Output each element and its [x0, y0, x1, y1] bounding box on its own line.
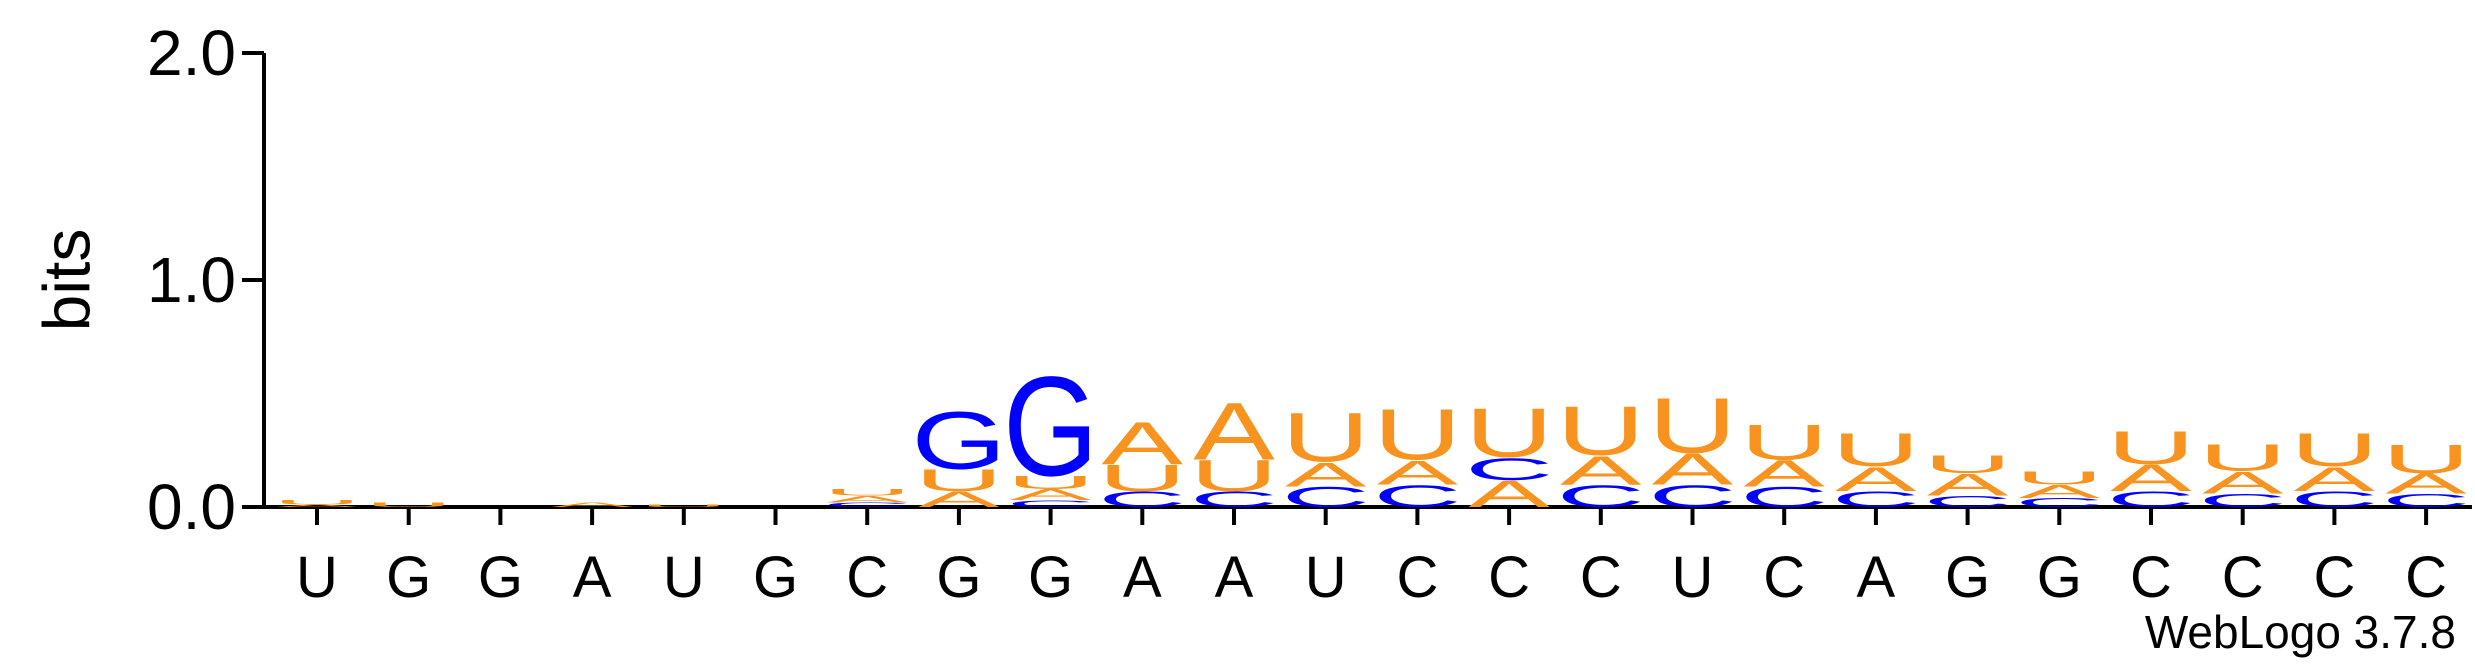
- logo-letter: U: [823, 487, 911, 497]
- x-tick-label: G: [386, 545, 431, 610]
- logo-letter: U: [2107, 421, 2195, 474]
- x-tick-label: G: [2037, 545, 2082, 610]
- logo-letter: A: [1560, 447, 1642, 493]
- logo-letter: A: [2294, 460, 2376, 499]
- logo-letter: C: [1190, 487, 1278, 512]
- x-tick-label: U: [663, 545, 705, 610]
- x-tick-label: U: [1672, 545, 1714, 610]
- logo-letter: A: [1193, 386, 1275, 477]
- logo-letter: A: [1927, 467, 2009, 502]
- logo-letter: C: [1648, 478, 1736, 513]
- logo-letter: A: [1377, 453, 1459, 492]
- logo-letter: U: [1465, 395, 1553, 472]
- logo-letter: U: [1098, 457, 1186, 499]
- logo-letter: G: [911, 395, 1006, 486]
- logo-letter: C: [823, 501, 911, 508]
- logo-letter: U: [1557, 393, 1645, 470]
- logo-letter: A: [551, 501, 633, 508]
- logo-letter: A: [1285, 456, 1367, 495]
- logo-letter: C: [1373, 478, 1461, 513]
- logo-letter: U: [1923, 450, 2011, 478]
- x-tick-label: C: [1488, 545, 1530, 610]
- logo-letter: A: [826, 494, 908, 504]
- logo-letter: G: [1003, 348, 1098, 507]
- logo-letter: C: [2382, 490, 2470, 511]
- logo-letter: C: [2015, 496, 2103, 510]
- logo-letter: U: [1373, 394, 1461, 475]
- logo-letter: C: [1832, 487, 1920, 512]
- x-tick-label: C: [1763, 545, 1805, 610]
- logo-letter: U: [2382, 436, 2470, 482]
- logo-letter: U: [2015, 467, 2103, 488]
- logo-letter: A: [1835, 460, 1917, 499]
- logo-letter: A: [1743, 453, 1825, 495]
- logo-letter: C: [1006, 499, 1094, 509]
- logo-letter: U: [2290, 423, 2378, 476]
- x-tick-label: U: [296, 545, 338, 610]
- logo-letter: U: [1282, 399, 1370, 476]
- logo-letter: C: [1098, 487, 1186, 512]
- x-tick-label: C: [2130, 545, 2172, 610]
- logo-letter: U: [1740, 413, 1828, 470]
- x-tick-label: C: [1580, 545, 1622, 610]
- x-tick-label: C: [2222, 545, 2264, 610]
- logo-letter: U: [365, 501, 453, 508]
- x-tick-label: G: [1028, 545, 1073, 610]
- logo-letter: U: [915, 462, 1003, 497]
- x-tick-label: C: [2313, 545, 2355, 610]
- x-tick-label: C: [2405, 545, 2447, 610]
- logo-letter: U: [1190, 452, 1278, 501]
- logo-letter: U: [1832, 423, 1920, 476]
- x-tick-label: G: [478, 545, 523, 610]
- x-tick-label: A: [1857, 545, 1896, 610]
- x-tick-label: C: [846, 545, 888, 610]
- logo-letter: A: [1468, 473, 1550, 515]
- logo-letter: U: [273, 499, 361, 506]
- logo-letter: C: [2199, 490, 2287, 511]
- logo-letter: C: [1282, 481, 1370, 513]
- y-tick-label: 2.0: [147, 17, 236, 89]
- logo-letter: C: [1465, 451, 1553, 486]
- x-tick-label: G: [753, 545, 798, 610]
- y-tick-label: 1.0: [147, 244, 236, 316]
- logo-letter: U: [640, 504, 728, 508]
- x-tick-label: G: [936, 545, 981, 610]
- logo-letter: A: [2202, 465, 2284, 500]
- logo-letter: C: [1923, 493, 2011, 511]
- x-tick-label: A: [1215, 545, 1254, 610]
- logo-letter: C: [1740, 481, 1828, 513]
- logo-letter: A: [918, 487, 1000, 512]
- logo-letter: A: [2110, 457, 2192, 499]
- logo-letter: C: [2107, 487, 2195, 512]
- x-tick-label: U: [1305, 545, 1347, 610]
- x-tick-label: A: [573, 545, 612, 610]
- logo-letter: A: [1010, 486, 1092, 504]
- logo-letter: A: [1652, 445, 1734, 494]
- x-tick-label: G: [1945, 545, 1990, 610]
- y-axis-label: bits: [29, 229, 103, 332]
- logo-letter: U: [1648, 381, 1736, 469]
- y-tick-label: 0.0: [147, 471, 236, 543]
- x-tick-label: A: [1123, 545, 1162, 610]
- logo-letter: A: [2019, 481, 2101, 502]
- logo-letter: U: [2199, 437, 2287, 479]
- logo-letter: A: [276, 504, 358, 508]
- logo-letter: C: [1557, 478, 1645, 513]
- logo-letter: A: [2385, 468, 2467, 500]
- logo-letter: C: [2290, 487, 2378, 512]
- logo-letter: U: [1006, 472, 1094, 493]
- footer: WebLogo 3.7.8: [2145, 606, 2456, 658]
- x-tick-label: C: [1396, 545, 1438, 610]
- logo-letter: A: [1102, 410, 1184, 477]
